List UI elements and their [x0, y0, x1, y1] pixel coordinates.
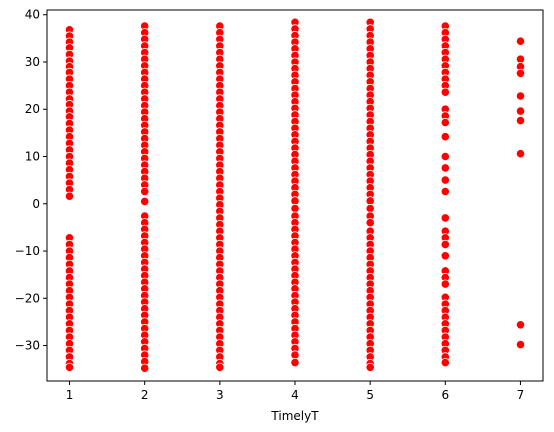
data-point: [440, 87, 450, 97]
data-point: [440, 132, 450, 142]
data-point: [365, 362, 375, 372]
y-tick-label: 0: [32, 197, 40, 211]
data-point: [440, 117, 450, 128]
y-tick-label: 20: [25, 102, 40, 116]
data-point: [440, 251, 450, 261]
y-tick-label: −20: [15, 291, 40, 305]
data-point: [515, 149, 526, 159]
x-axis-label: TimelyT: [270, 409, 319, 423]
data-point: [140, 196, 150, 206]
data-point: [440, 186, 450, 197]
data-point: [515, 116, 526, 126]
data-point: [440, 151, 450, 162]
y-tick-label: 10: [25, 150, 40, 164]
x-tick-label: 5: [366, 388, 374, 402]
data-point: [290, 196, 300, 206]
x-tick-label: 6: [441, 388, 449, 402]
x-tick-label: 2: [141, 388, 149, 402]
data-point: [290, 350, 300, 360]
data-point: [64, 362, 75, 372]
data-point: [440, 163, 450, 173]
x-tick-label: 1: [66, 388, 74, 402]
data-point: [515, 68, 526, 78]
y-tick-label: −30: [15, 339, 40, 353]
data-point: [440, 213, 450, 223]
data-point: [64, 191, 75, 201]
data-point: [440, 357, 450, 368]
data-point: [140, 363, 150, 373]
points-layer: [64, 17, 526, 373]
data-point: [440, 279, 450, 289]
data-point: [365, 196, 375, 206]
y-axis-ticks: −30 −20 −10 0 10 20 30 40: [15, 8, 47, 353]
data-point: [290, 203, 300, 214]
y-tick-label: 30: [25, 55, 40, 69]
y-tick-label: 40: [25, 8, 40, 22]
data-point: [515, 320, 526, 330]
data-point: [365, 203, 375, 214]
x-tick-label: 3: [216, 388, 224, 402]
data-point: [515, 91, 526, 101]
data-point: [515, 106, 526, 116]
plot-frame: [46, 9, 544, 382]
y-tick-label: −10: [15, 244, 40, 258]
data-point: [215, 362, 225, 372]
data-point: [365, 218, 375, 228]
data-point: [440, 239, 450, 249]
x-tick-label: 7: [517, 388, 525, 402]
data-point: [515, 339, 526, 350]
data-point: [515, 36, 526, 46]
x-axis-ticks: 1 2 3 4 5 6 7: [66, 381, 525, 402]
x-tick-label: 4: [291, 388, 299, 402]
data-point: [290, 357, 300, 368]
data-point: [440, 175, 450, 185]
data-point: [140, 186, 150, 197]
